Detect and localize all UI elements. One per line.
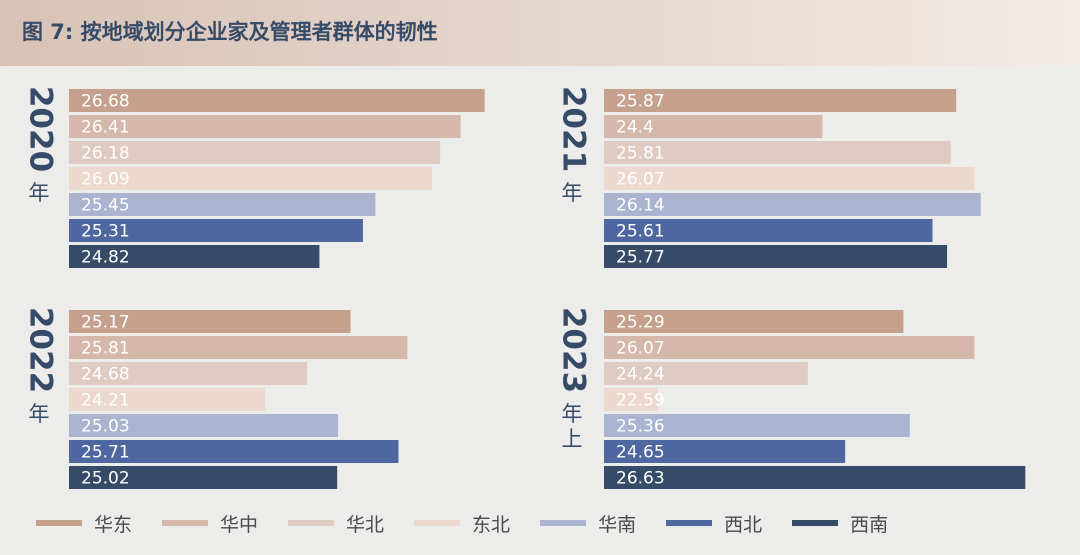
bar-label-2020-6: 24.82 xyxy=(81,248,130,268)
legend-item-xibei: 西北 xyxy=(666,510,762,537)
bar-label-2020-2: 26.18 xyxy=(81,144,130,164)
bar-label-2020-4: 25.45 xyxy=(81,196,130,216)
chart-panel-2020: 26.68 26.41 26.18 26.09 25.45 25.31 24.82 2020 年 xyxy=(23,86,485,268)
legend-swatch-huadong xyxy=(36,520,82,526)
year-suffix-2023-0: 年 xyxy=(562,402,583,426)
bar-label-2023-2: 24.24 xyxy=(616,365,665,385)
chart-panel-2022: 25.17 25.81 24.68 24.21 25.03 25.71 25.02 2022 年 xyxy=(23,307,408,489)
chart-panel-2023: 25.29 26.07 24.24 22.59 25.36 24.65 26.63 2023 年… xyxy=(556,307,1026,489)
bar-label-2023-0: 25.29 xyxy=(616,313,665,333)
bar-2022-5 xyxy=(69,440,399,463)
bar-label-2022-6: 25.02 xyxy=(81,469,130,489)
year-suffix-2023-1: 上 xyxy=(562,427,583,451)
bar-2021-3 xyxy=(604,167,975,190)
bar-2023-0 xyxy=(604,310,904,333)
title-banner: 图 7: 按地域划分企业家及管理者群体的韧性 xyxy=(0,0,1080,66)
year-suffix-2021-0: 年 xyxy=(562,181,583,205)
bar-label-2023-6: 26.63 xyxy=(616,469,665,489)
year-label-2023: 2023 xyxy=(556,307,592,393)
bar-label-2022-5: 25.71 xyxy=(81,443,130,463)
bar-2023-4 xyxy=(604,414,910,437)
legend-label-huadong: 华东 xyxy=(94,513,133,536)
legend-label-xinan: 西南 xyxy=(850,513,889,536)
legend-swatch-huazhong xyxy=(162,520,209,526)
bar-2020-1 xyxy=(69,115,461,138)
bar-2022-0 xyxy=(69,310,351,333)
bar-label-2022-3: 24.21 xyxy=(81,391,130,411)
bar-label-2022-2: 24.68 xyxy=(81,365,130,385)
bar-2022-2 xyxy=(69,362,307,385)
bar-2020-0 xyxy=(69,89,485,112)
bar-2021-2 xyxy=(604,141,951,164)
legend-label-dongbei: 东北 xyxy=(472,513,511,536)
legend-swatch-huabei xyxy=(288,520,335,526)
year-suffix-2022-0: 年 xyxy=(29,402,50,426)
bar-label-2022-4: 25.03 xyxy=(81,417,130,437)
bar-label-2020-5: 25.31 xyxy=(81,222,130,242)
bar-2023-2 xyxy=(604,362,808,385)
bar-label-2023-4: 25.36 xyxy=(616,417,665,437)
legend-label-xibei: 西北 xyxy=(724,513,763,536)
bar-2023-1 xyxy=(604,336,975,359)
legend-swatch-huanan xyxy=(540,520,587,526)
year-label-2021: 2021 xyxy=(556,86,592,172)
legend-item-dongbei: 东北 xyxy=(414,510,510,537)
bar-2020-5 xyxy=(69,219,363,242)
legend-swatch-xinan xyxy=(792,520,839,526)
legend-item-xinan: 西南 xyxy=(792,510,888,537)
bar-label-2020-3: 26.09 xyxy=(81,170,130,190)
legend: 华东 华中 华北 东北 华南 西北 西南 xyxy=(36,508,918,538)
bar-2021-6 xyxy=(604,245,948,268)
bar-label-2022-0: 25.17 xyxy=(81,313,130,333)
bar-label-2023-1: 26.07 xyxy=(616,339,665,359)
bar-label-2021-0: 25.87 xyxy=(616,92,665,112)
chart-title: 图 7: 按地域划分企业家及管理者群体的韧性 xyxy=(22,20,438,44)
legend-label-huabei: 华北 xyxy=(346,513,385,536)
bar-label-2021-4: 26.14 xyxy=(616,196,665,216)
bar-2022-4 xyxy=(69,414,339,437)
bar-2023-6 xyxy=(604,466,1026,489)
bar-2020-6 xyxy=(69,245,320,268)
bar-label-2021-6: 25.77 xyxy=(616,248,665,268)
year-label-2020: 2020 xyxy=(23,86,59,172)
bar-label-2020-0: 26.68 xyxy=(81,92,130,112)
bar-label-2021-3: 26.07 xyxy=(616,170,665,190)
chart-panel-2021: 25.87 24.4 25.81 26.07 26.14 25.61 25.77 2021 年 xyxy=(556,86,981,268)
legend-label-huazhong: 华中 xyxy=(220,513,259,536)
legend-item-huabei: 华北 xyxy=(288,510,384,537)
bar-2021-0 xyxy=(604,89,957,112)
legend-item-huazhong: 华中 xyxy=(162,510,258,537)
legend-item-huanan: 华南 xyxy=(540,510,636,537)
bar-label-2022-1: 25.81 xyxy=(81,339,130,359)
bar-label-2021-5: 25.61 xyxy=(616,222,665,242)
bar-label-2023-5: 24.65 xyxy=(616,443,665,463)
bar-2022-6 xyxy=(69,466,338,489)
bar-2021-1 xyxy=(604,115,823,138)
bar-2023-5 xyxy=(604,440,846,463)
bar-2020-4 xyxy=(69,193,376,216)
legend-label-huanan: 华南 xyxy=(598,513,637,536)
bar-label-2021-1: 24.4 xyxy=(616,118,654,138)
year-label-2022: 2022 xyxy=(23,307,59,393)
bar-label-2021-2: 25.81 xyxy=(616,144,665,164)
bar-2021-5 xyxy=(604,219,933,242)
bar-2021-4 xyxy=(604,193,981,216)
bar-label-2020-1: 26.41 xyxy=(81,118,130,138)
year-suffix-2020-0: 年 xyxy=(29,181,50,205)
legend-swatch-dongbei xyxy=(414,520,461,526)
bar-label-2023-3: 22.59 xyxy=(616,391,665,411)
bar-2023-3 xyxy=(604,388,658,411)
legend-swatch-xibei xyxy=(666,520,713,526)
bar-2022-1 xyxy=(69,336,408,359)
bar-2020-3 xyxy=(69,167,433,190)
bar-2022-3 xyxy=(69,388,266,411)
bar-2020-2 xyxy=(69,141,441,164)
chart-area: 26.68 26.41 26.18 26.09 25.45 25.31 24.82 2020 年… xyxy=(23,86,1026,489)
legend-item-huadong: 华东 xyxy=(36,510,132,537)
